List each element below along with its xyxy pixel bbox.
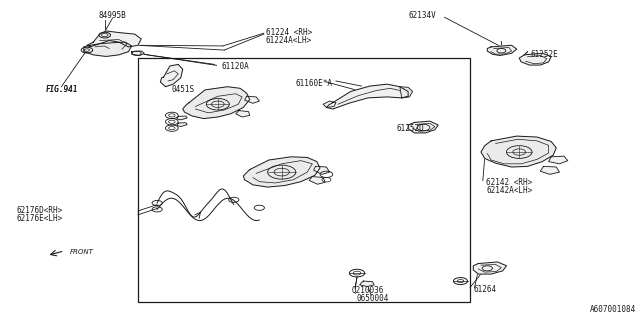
Polygon shape: [519, 53, 551, 65]
Polygon shape: [326, 84, 408, 109]
Polygon shape: [314, 166, 330, 174]
Polygon shape: [236, 111, 250, 117]
Text: 61252D: 61252D: [397, 124, 424, 132]
Polygon shape: [132, 51, 145, 55]
Polygon shape: [548, 156, 568, 164]
Text: 61224A<LH>: 61224A<LH>: [266, 36, 312, 45]
Text: 0650004: 0650004: [356, 294, 388, 303]
Text: FIG.941: FIG.941: [45, 85, 77, 94]
Polygon shape: [323, 101, 336, 108]
Bar: [138, 58, 470, 302]
Text: 62176D<RH>: 62176D<RH>: [17, 206, 63, 215]
Text: FRONT: FRONT: [70, 249, 93, 255]
Text: 62134V: 62134V: [408, 11, 436, 20]
Text: 62142A<LH>: 62142A<LH>: [486, 186, 532, 195]
Text: 62142 <RH>: 62142 <RH>: [486, 178, 532, 187]
Polygon shape: [87, 31, 141, 47]
Text: Q210036: Q210036: [352, 286, 384, 295]
Polygon shape: [360, 281, 374, 286]
Polygon shape: [182, 87, 250, 119]
Polygon shape: [487, 45, 516, 55]
Text: 61224 <RH>: 61224 <RH>: [266, 28, 312, 37]
Text: 84995B: 84995B: [99, 11, 126, 20]
Polygon shape: [244, 96, 259, 103]
Text: 0451S: 0451S: [171, 85, 195, 94]
Polygon shape: [473, 262, 506, 274]
Polygon shape: [481, 136, 556, 167]
Polygon shape: [408, 121, 438, 133]
Polygon shape: [400, 87, 413, 98]
Polygon shape: [540, 166, 559, 174]
Polygon shape: [177, 116, 187, 120]
Text: FIG.941: FIG.941: [45, 85, 77, 94]
Polygon shape: [309, 177, 325, 184]
Text: 61160E*A: 61160E*A: [295, 79, 332, 88]
Polygon shape: [243, 157, 320, 187]
Text: 61120A: 61120A: [221, 61, 249, 70]
Polygon shape: [84, 42, 132, 56]
Text: 61264: 61264: [473, 284, 497, 293]
Polygon shape: [177, 123, 187, 126]
Text: 62176E<LH>: 62176E<LH>: [17, 214, 63, 223]
Text: 61252E: 61252E: [531, 50, 559, 59]
Polygon shape: [161, 64, 182, 87]
Text: A607001084: A607001084: [590, 305, 636, 314]
